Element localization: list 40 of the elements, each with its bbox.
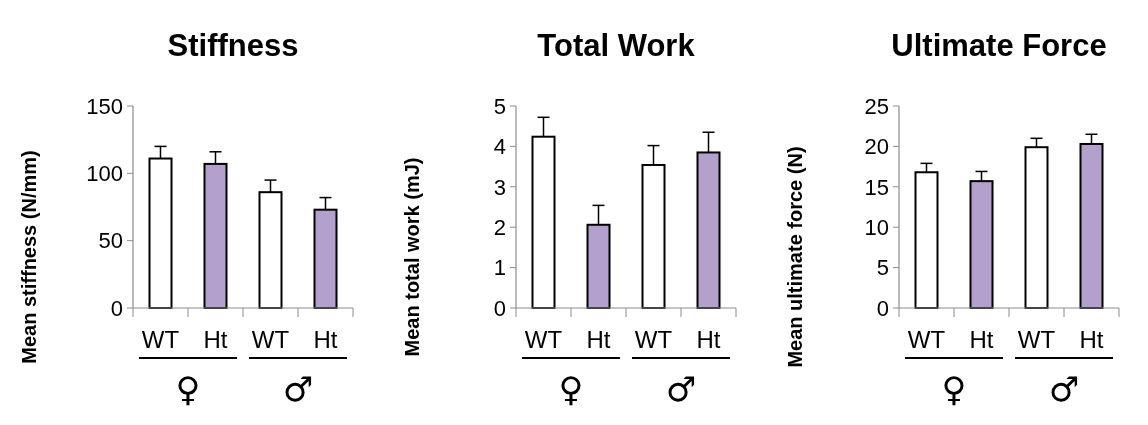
y-axis-title: Mean ultimate force (N) <box>784 146 806 368</box>
x-tick-label: WT <box>524 326 563 353</box>
chart-title: Ultimate Force <box>891 28 1107 63</box>
y-tick-label: 0 <box>493 295 506 321</box>
y-tick-label: 2 <box>493 214 506 240</box>
y-axis-title: Mean stiffness (N/mm) <box>18 150 40 364</box>
x-tick-label: Ht <box>696 326 721 353</box>
text: ♂ <box>665 369 697 409</box>
chart-title: Total Work <box>537 28 696 63</box>
chart-title: Stiffness <box>167 28 299 63</box>
text: ♀ <box>558 369 584 409</box>
y-tick-label: 15 <box>864 174 889 200</box>
x-tick-label: Ht <box>586 326 611 353</box>
text: ♂ <box>282 369 314 409</box>
y-tick-label: 0 <box>110 295 123 321</box>
x-tick-label: Ht <box>313 326 338 353</box>
y-tick-label: 25 <box>864 93 889 119</box>
y-tick-label: 1 <box>493 255 506 281</box>
y-tick-label: 100 <box>86 161 123 187</box>
y-tick-label: 150 <box>86 93 123 119</box>
y-tick-label: 50 <box>98 228 123 254</box>
x-tick-label: Ht <box>969 326 994 353</box>
y-tick-label: 20 <box>864 134 889 160</box>
text: ♀ <box>175 369 201 409</box>
x-tick-label: WT <box>1017 326 1056 353</box>
x-tick-label: WT <box>907 326 946 353</box>
text: ♂ <box>1048 369 1080 409</box>
y-tick-label: 4 <box>493 134 506 160</box>
x-tick-label: WT <box>634 326 673 353</box>
y-tick-label: 3 <box>493 174 506 200</box>
y-tick-label: 5 <box>493 93 506 119</box>
y-tick-label: 5 <box>876 255 889 281</box>
y-axis-title: Mean total work (mJ) <box>401 157 423 357</box>
x-tick-label: Ht <box>1079 326 1104 353</box>
y-tick-label: 0 <box>876 295 889 321</box>
y-tick-label: 10 <box>864 214 889 240</box>
x-tick-label: Ht <box>203 326 228 353</box>
x-tick-label: WT <box>251 326 290 353</box>
x-tick-label: WT <box>141 326 180 353</box>
text: ♀ <box>941 369 967 409</box>
